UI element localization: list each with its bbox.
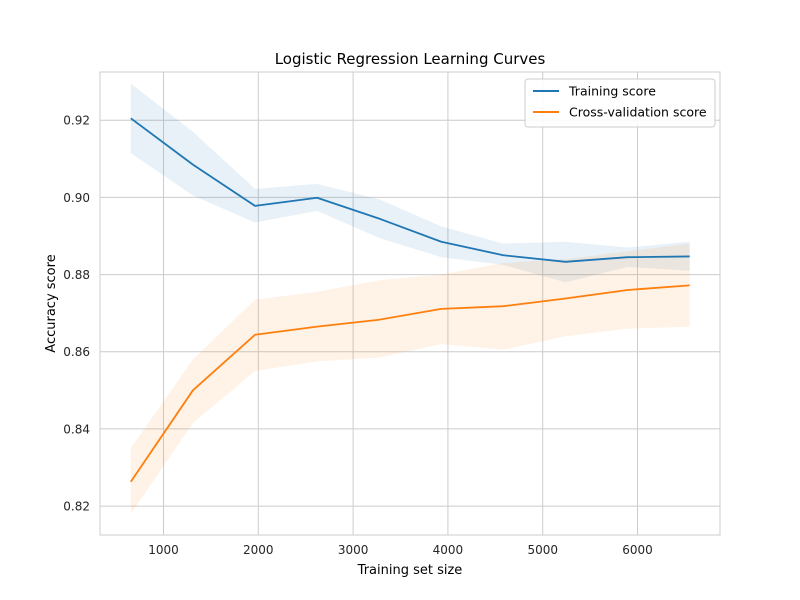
x-tick-label: 3000	[338, 543, 369, 557]
cross-validation-score-line	[130, 284, 690, 483]
y-tick-label: 0.92	[63, 114, 90, 128]
legend: Training score Cross-validation score	[524, 78, 716, 128]
legend-label-cross-validation: Cross-validation score	[569, 105, 707, 120]
y-tick-label: 0.88	[63, 268, 90, 282]
x-tick-label: 6000	[622, 543, 653, 557]
chart-title: Logistic Regression Learning Curves	[275, 50, 546, 68]
plot-area	[99, 71, 721, 536]
y-axis-label: Accuracy score	[44, 254, 59, 352]
series-lines	[130, 117, 690, 483]
x-tick-label: 2000	[243, 543, 274, 557]
x-tick-label: 5000	[527, 543, 558, 557]
x-tick-label: 1000	[148, 543, 179, 557]
x-axis-label: Training set size	[357, 563, 463, 578]
confidence-bands	[130, 83, 690, 514]
y-tick-label: 0.84	[63, 422, 90, 436]
x-tick-label: 4000	[433, 543, 464, 557]
legend-box	[524, 78, 716, 128]
y-tick-label: 0.82	[63, 500, 90, 514]
training-score-band	[130, 83, 690, 283]
cross-validation-score-band	[130, 243, 690, 514]
y-tick-label: 0.86	[63, 345, 90, 359]
training-score-line	[130, 117, 690, 263]
tick-labels: 1000 2000 3000 4000 5000 6000 0.82 0.84 0.86 0.88…	[63, 114, 653, 557]
y-tick-label: 0.90	[63, 191, 90, 205]
legend-label-training: Training score	[568, 84, 656, 99]
grid-lines	[100, 72, 720, 535]
